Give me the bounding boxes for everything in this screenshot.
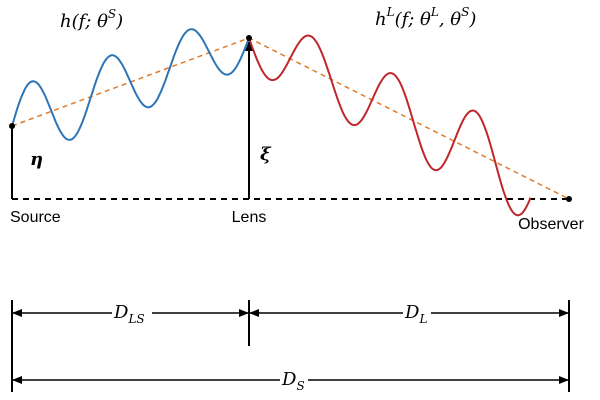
label-part: h — [375, 9, 387, 30]
label-part: S — [461, 5, 469, 19]
observer-label: Observer — [518, 216, 584, 233]
lensed-wave-label: hL(f; θL, θS) — [375, 5, 476, 31]
eta-label: η — [30, 149, 43, 170]
label-part: ) — [468, 9, 476, 30]
label-part: D — [404, 302, 420, 323]
label-bg — [112, 302, 152, 326]
label-part: D — [113, 302, 129, 323]
label-bg — [280, 369, 308, 393]
label-part: h(f; θ — [60, 11, 108, 32]
source-wave-label: h(f; θS) — [60, 7, 123, 33]
label-part: L — [386, 5, 395, 19]
lens-point — [246, 35, 252, 41]
label-part: , θ — [439, 9, 461, 30]
label-part: (f; θ — [395, 9, 431, 30]
lens-label: Lens — [232, 209, 267, 226]
label-part: L — [430, 5, 439, 19]
d-l-label: DL — [404, 302, 427, 326]
label-part: S — [108, 7, 116, 21]
d-s-label: DS — [281, 369, 305, 393]
xi-label: ξ — [260, 144, 272, 165]
label-part: S — [296, 379, 304, 393]
label-part: ) — [115, 11, 123, 32]
observer-point — [566, 196, 572, 202]
source-point — [9, 123, 15, 129]
label-part: L — [418, 312, 427, 326]
label-bg — [403, 302, 431, 326]
label-part: D — [281, 369, 297, 390]
d-ls-label: DLS — [113, 302, 145, 326]
lensed-waveform — [248, 34, 532, 217]
label-part: LS — [127, 312, 144, 326]
source-waveform — [11, 28, 250, 141]
source-label: Source — [10, 209, 61, 226]
ray-path — [11, 37, 570, 200]
